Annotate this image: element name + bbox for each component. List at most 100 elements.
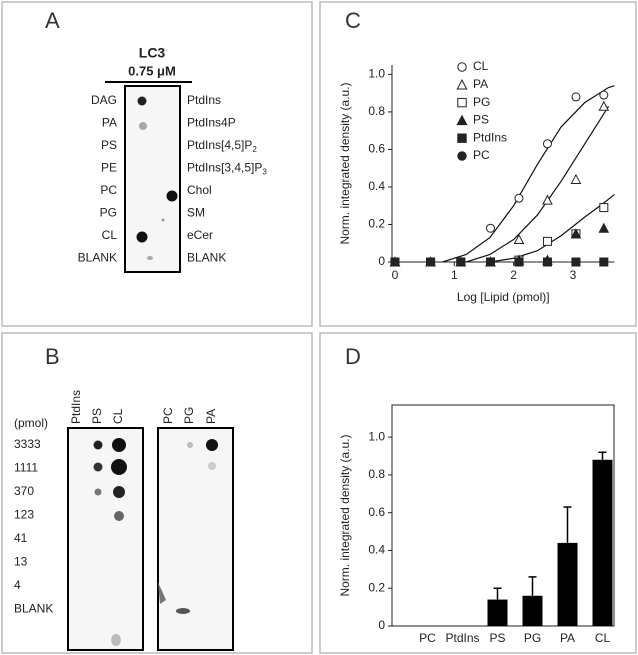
lipid-label: PtdIns[4,5]P2 — [187, 138, 257, 154]
row-label: 123 — [14, 508, 34, 522]
y-tick-label: 0.6 — [368, 505, 385, 519]
legend-label: PA — [473, 77, 488, 91]
legend-label: CL — [473, 59, 489, 73]
plot-frame — [391, 404, 615, 627]
x-tick-label: PS — [489, 631, 505, 645]
point — [598, 222, 610, 233]
lipid-label: PA — [102, 116, 117, 130]
y-tick-label: 1.0 — [368, 67, 385, 81]
column-label: PC — [161, 407, 175, 424]
point — [599, 90, 609, 100]
lipid-label: PE — [101, 161, 117, 175]
point — [570, 173, 582, 184]
label-sub: 2 — [252, 145, 257, 154]
row-label: 1111 — [14, 461, 38, 475]
unit-label: (pmol) — [14, 416, 48, 430]
point — [571, 92, 581, 102]
fit-curve — [442, 85, 615, 263]
lipid-label: PC — [100, 183, 117, 197]
point — [513, 233, 525, 244]
point — [598, 100, 610, 111]
y-tick-label: 0 — [378, 254, 385, 268]
point — [514, 257, 524, 267]
label-text: PtdIns[4,5]P — [187, 138, 252, 152]
legend-label: PC — [473, 148, 490, 162]
label-text: PtdIns[3,4,5]P — [187, 161, 262, 175]
x-tick-label: 2 — [510, 268, 517, 282]
x-tick-label: 1 — [451, 268, 458, 282]
bar — [522, 595, 543, 626]
x-tick-label: CL — [595, 631, 611, 645]
y-tick-label: 0.2 — [368, 217, 385, 231]
row-label: BLANK — [14, 602, 53, 616]
y-tick-label: 0 — [378, 618, 385, 632]
fit-curve — [489, 193, 615, 263]
lipid-label: DAG — [91, 93, 117, 107]
point — [426, 257, 436, 267]
panel-frame — [1, 332, 313, 654]
legend-marker — [457, 62, 467, 72]
error-bar — [563, 506, 572, 543]
row-label: 41 — [14, 531, 28, 545]
point — [485, 257, 495, 267]
legend-marker — [457, 133, 467, 143]
row-label: 4 — [14, 578, 21, 592]
concentration: 0.75 μM — [128, 63, 176, 78]
error-bar — [598, 451, 607, 460]
label-text: eCer — [187, 228, 213, 242]
error-bar — [493, 587, 502, 600]
x-axis-label: Log [Lipid (pmol)] — [457, 290, 550, 304]
row-label: 370 — [14, 484, 34, 498]
x-tick-label: PA — [560, 631, 575, 645]
y-tick-label: 0.6 — [368, 142, 385, 156]
point — [542, 236, 552, 246]
panel-frame — [319, 332, 637, 654]
legend-label: PS — [473, 113, 489, 127]
blot — [67, 427, 144, 651]
bar — [557, 542, 578, 626]
y-tick-label: 0.4 — [368, 179, 385, 193]
x-tick-label: PG — [524, 631, 541, 645]
column-label: PA — [204, 409, 218, 424]
spots — [93, 438, 218, 646]
lipid-label: CL — [102, 228, 118, 242]
lipid-label: BLANK — [187, 251, 226, 265]
x-tick-label: 3 — [570, 268, 577, 282]
legend-marker — [457, 151, 467, 161]
legend-label: PtdIns — [473, 130, 507, 144]
row-label: 13 — [14, 555, 28, 569]
legend-marker — [457, 97, 467, 108]
lipid-label: PtdIns[3,4,5]P3 — [187, 161, 267, 177]
y-axis-label: Norm. integrated density (a.u.) — [338, 434, 352, 596]
row-label: 3333 — [14, 437, 41, 451]
bar — [592, 459, 613, 626]
y-tick-label: 0.4 — [368, 543, 385, 557]
legend-marker — [456, 114, 468, 126]
spot — [166, 190, 178, 202]
x-tick-label: 0 — [392, 268, 399, 282]
blot — [124, 85, 181, 273]
bar — [487, 599, 508, 626]
panel-label: A — [45, 8, 60, 33]
point — [514, 193, 524, 203]
lipid-label: BLANK — [78, 251, 117, 265]
panel-frame — [319, 1, 637, 327]
column-label: CL — [111, 408, 125, 424]
legend-marker — [456, 79, 468, 90]
lipid-label: eCer — [187, 228, 213, 242]
panel-label: C — [345, 8, 361, 33]
y-tick-label: 0.8 — [368, 104, 385, 118]
point — [542, 194, 553, 205]
label-sub: 3 — [262, 168, 267, 177]
lipid-label: PtdIns4P — [187, 116, 236, 130]
y-tick-label: 1.0 — [368, 429, 385, 443]
x-tick-label: PC — [419, 631, 436, 645]
y-tick-label: 0.8 — [368, 467, 385, 481]
lipid-label: PG — [100, 206, 117, 220]
point — [571, 257, 581, 267]
point — [485, 223, 495, 233]
label-text: SM — [187, 206, 205, 220]
y-axis-label: Norm. integrated density (a.u.) — [338, 82, 352, 244]
point — [570, 228, 582, 239]
